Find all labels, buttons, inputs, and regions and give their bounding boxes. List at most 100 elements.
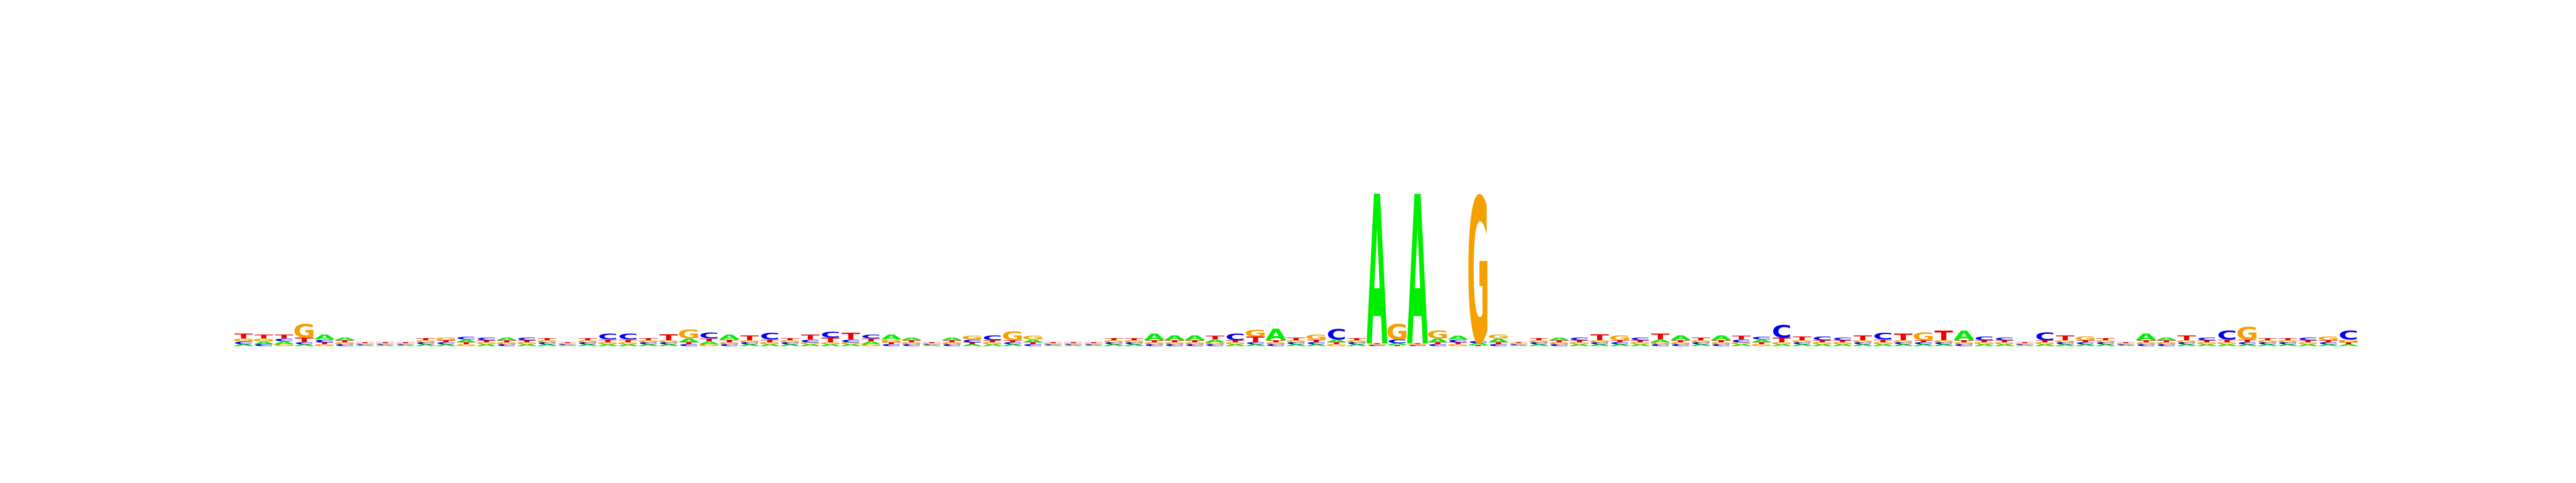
logo-letter-C-pos-10: C xyxy=(416,342,436,345)
logo-letter-A-pos-38: A xyxy=(982,344,1003,347)
logo-letter-T-pos-35: T xyxy=(923,342,941,343)
logo-letter-A-pos-76: A xyxy=(1751,339,1772,343)
logo-letter-G-pos-32: G xyxy=(860,344,882,347)
logo-letter-T-pos-44: T xyxy=(1104,338,1123,341)
logo-letter-G-pos-76: G xyxy=(1751,344,1773,347)
logo-letter-G-pos-21: G xyxy=(637,340,660,343)
logo-letter-G-pos-15: G xyxy=(516,342,538,345)
logo-letter-T-pos-34: T xyxy=(902,340,921,343)
logo-letter-T-pos-15: T xyxy=(518,340,537,343)
logo-letter-G-pos-68: G xyxy=(1589,340,1611,343)
logo-letter-T-pos-92: T xyxy=(2076,340,2095,343)
logo-letter-C-pos-86: C xyxy=(1954,344,1974,347)
logo-letter-G-pos-19: G xyxy=(597,342,619,345)
logo-letter-G-pos-97: G xyxy=(2176,340,2198,343)
logo-letter-T-pos-6: T xyxy=(335,340,354,343)
logo-letter-A-pos-90: A xyxy=(2035,344,2055,347)
logo-letter-C-pos-95: C xyxy=(2136,344,2156,347)
logo-letter-G-pos-20: G xyxy=(617,342,640,345)
logo-letter-A-pos-102: A xyxy=(2277,344,2298,347)
logo-letter-A-pos-78: A xyxy=(1791,344,1812,347)
logo-letter-T-pos-84: T xyxy=(1914,340,1933,343)
logo-letter-C-pos-34: C xyxy=(902,344,921,347)
logo-letter-A-pos-100: A xyxy=(2237,344,2258,347)
logo-letter-C-pos-77: C xyxy=(1772,321,1792,341)
logo-letter-T-pos-105: T xyxy=(2339,342,2358,345)
logo-letter-C-pos-78: C xyxy=(1792,342,1812,345)
logo-letter-A-pos-23: A xyxy=(678,338,700,344)
logo-letter-A-pos-15: A xyxy=(516,344,537,347)
logo-letter-A-pos-51: A xyxy=(1245,344,1266,347)
logo-letter-A-pos-72: A xyxy=(1670,334,1692,342)
logo-letter-C-pos-4: C xyxy=(294,342,314,345)
logo-letter-A-pos-49: A xyxy=(1205,339,1226,343)
logo-letter-C-pos-96: C xyxy=(2156,344,2176,347)
logo-letter-A-pos-68: A xyxy=(1589,344,1610,347)
logo-letter-C-pos-21: C xyxy=(639,342,658,345)
logo-letter-C-pos-79: C xyxy=(1812,335,1832,342)
logo-letter-T-pos-16: T xyxy=(538,338,557,341)
logo-letter-A-pos-4: A xyxy=(294,344,314,347)
logo-letter-C-pos-101: C xyxy=(2258,342,2278,345)
logo-letter-G-pos-77: G xyxy=(1770,342,1793,345)
logo-letter-G-pos-39: G xyxy=(1001,330,1024,343)
logo-letter-C-pos-94: C xyxy=(2116,344,2136,346)
logo-letter-T-pos-58: T xyxy=(1388,345,1407,347)
logo-letter-C-pos-9: C xyxy=(396,344,415,346)
logo-letter-T-pos-33: T xyxy=(882,342,901,345)
logo-letter-T-pos-81: T xyxy=(1854,334,1872,342)
logo-letter-G-pos-18: G xyxy=(576,340,599,343)
logo-letter-G-pos-46: G xyxy=(1143,342,1166,345)
logo-letter-C-pos-6: C xyxy=(335,344,355,347)
logo-letter-C-pos-55: C xyxy=(1327,326,1346,343)
logo-letter-G-pos-61: G xyxy=(1447,344,1469,347)
logo-letter-G-pos-25: G xyxy=(718,342,741,345)
logo-letter-T-pos-53: T xyxy=(1287,336,1306,341)
logo-letter-T-pos-85: T xyxy=(1935,328,1953,343)
logo-letter-G-pos-83: G xyxy=(1892,340,1915,343)
logo-letter-C-pos-25: C xyxy=(719,344,739,347)
logo-letter-A-pos-2: A xyxy=(253,340,274,345)
logo-letter-C-pos-3: C xyxy=(274,338,294,342)
logo-letter-T-pos-39: T xyxy=(1004,340,1022,343)
logo-letter-A-pos-89: A xyxy=(2014,345,2036,347)
logo-letter-A-pos-9: A xyxy=(395,345,416,347)
logo-letter-G-pos-41: G xyxy=(1042,343,1065,345)
logo-letter-T-pos-4: T xyxy=(295,336,314,343)
logo-letter-A-pos-31: A xyxy=(840,344,861,347)
logo-letter-G-pos-28: G xyxy=(779,340,801,343)
logo-letter-A-pos-77: A xyxy=(1772,344,1792,347)
logo-letter-G-pos-69: G xyxy=(1609,334,1631,342)
logo-letter-A-pos-10: A xyxy=(415,344,436,347)
logo-letter-G-pos-90: G xyxy=(2034,342,2057,345)
logo-letter-T-pos-12: T xyxy=(457,342,475,345)
logo-letter-A-pos-36: A xyxy=(941,336,962,341)
logo-letter-G-pos-38: G xyxy=(982,342,1004,345)
logo-letter-A-pos-101: A xyxy=(2257,344,2278,347)
logo-letter-T-pos-72: T xyxy=(1671,340,1690,343)
logo-letter-C-pos-31: C xyxy=(841,339,861,343)
logo-letter-T-pos-93: T xyxy=(2096,338,2115,341)
logo-letter-A-pos-82: A xyxy=(1872,344,1893,347)
logo-letter-C-pos-24: C xyxy=(699,331,719,340)
logo-letter-G-pos-6: G xyxy=(334,342,356,345)
logo-letter-G-pos-5: G xyxy=(313,344,336,347)
logo-letter-G-pos-53: G xyxy=(1285,340,1307,343)
logo-letter-C-pos-35: C xyxy=(922,344,942,346)
logo-letter-T-pos-79: T xyxy=(1813,340,1832,343)
logo-letter-C-pos-16: C xyxy=(537,342,557,345)
logo-letter-G-pos-96: G xyxy=(2155,342,2178,345)
logo-letter-G-pos-55: G xyxy=(1326,344,1348,347)
logo-letter-A-pos-87: A xyxy=(1974,344,1995,347)
logo-letter-A-pos-66: A xyxy=(1549,336,1570,341)
logo-letter-G-pos-24: G xyxy=(698,344,721,347)
logo-letter-G-pos-63: G xyxy=(1487,333,1510,340)
logo-letter-A-pos-46: A xyxy=(1144,332,1165,342)
logo-letter-T-pos-25: T xyxy=(720,339,739,343)
logo-letter-C-pos-62: C xyxy=(1468,341,1488,344)
logo-letter-G-pos-35: G xyxy=(920,343,943,345)
logo-letter-G-pos-105: G xyxy=(2337,339,2360,343)
logo-letter-T-pos-94: T xyxy=(2117,342,2135,343)
logo-letter-T-pos-91: T xyxy=(2056,334,2075,342)
logo-letter-G-pos-75: G xyxy=(1730,342,1753,345)
